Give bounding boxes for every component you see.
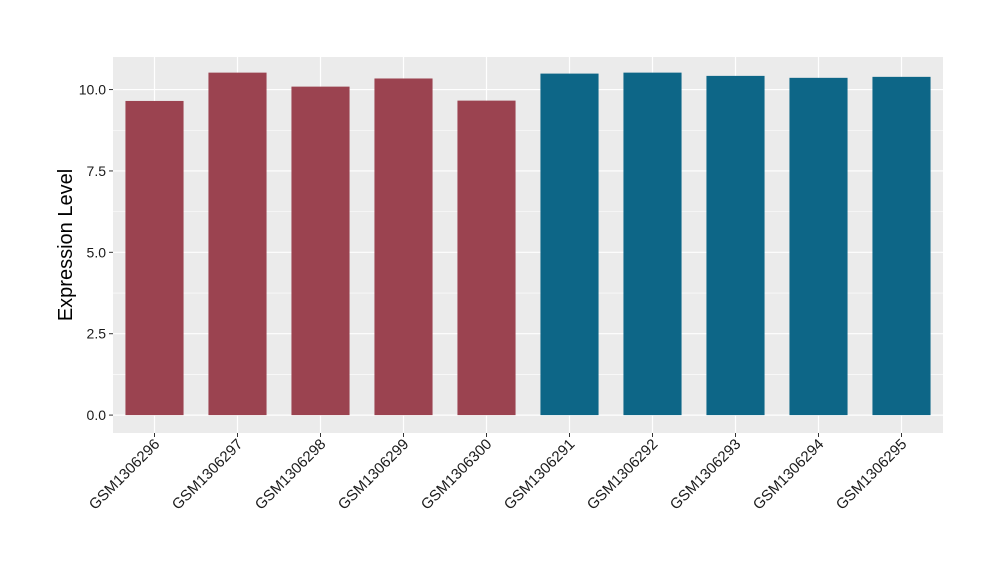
bars (125, 72, 931, 416)
bar-gsm1306293 (706, 75, 765, 416)
bar-gsm1306299 (374, 78, 433, 416)
y-axis-title: Expression Level (55, 169, 77, 321)
x-tick-label: GSM1306296 (86, 436, 163, 513)
y-tick-label: 5.0 (87, 244, 107, 260)
bar-gsm1306298 (291, 86, 350, 416)
x-tick-label: GSM1306298 (252, 436, 329, 513)
y-tick-label: 2.5 (87, 326, 107, 342)
x-tick-label: GSM1306294 (750, 436, 827, 513)
y-axis: 0.0 2.5 5.0 7.5 10.0 (79, 82, 113, 423)
bar-gsm1306294 (789, 77, 848, 416)
x-tick-label: GSM1306292 (584, 436, 661, 513)
x-tick-label: GSM1306291 (501, 436, 578, 513)
bar-gsm1306295 (872, 76, 931, 416)
y-tick-label: 0.0 (87, 407, 107, 423)
bar-gsm1306300 (457, 100, 516, 416)
x-tick-label: GSM1306293 (667, 436, 744, 513)
y-tick-label: 7.5 (87, 163, 107, 179)
x-tick-label: GSM1306295 (833, 436, 910, 513)
bar-gsm1306296 (125, 100, 184, 416)
y-tick-label: 10.0 (79, 82, 106, 98)
bar-gsm1306292 (623, 72, 682, 416)
x-axis: GSM1306296 GSM1306297 GSM1306298 GSM1306299… (86, 433, 910, 513)
bar-gsm1306297 (208, 72, 267, 416)
x-tick-label: GSM1306299 (335, 436, 412, 513)
x-tick-label: GSM1306300 (418, 436, 495, 513)
x-tick-label: GSM1306297 (169, 436, 246, 513)
bar-gsm1306291 (540, 73, 599, 416)
